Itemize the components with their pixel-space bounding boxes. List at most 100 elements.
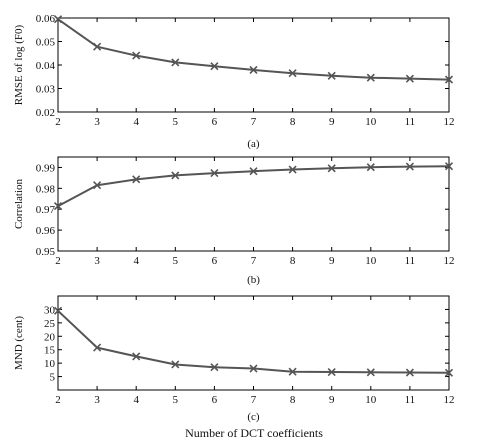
data-point bbox=[366, 73, 375, 82]
data-point-stroke bbox=[366, 73, 375, 82]
x-tick-label: 3 bbox=[94, 255, 100, 267]
data-point bbox=[249, 167, 258, 176]
x-tick-label: 7 bbox=[251, 255, 257, 267]
data-point bbox=[210, 363, 219, 372]
data-point-stroke bbox=[132, 175, 141, 184]
x-tick-label: 7 bbox=[251, 116, 257, 128]
data-point bbox=[210, 169, 219, 178]
data-point bbox=[366, 368, 375, 377]
data-point bbox=[444, 75, 454, 84]
data-point bbox=[132, 352, 141, 361]
data-point-stroke bbox=[171, 360, 180, 369]
data-point-stroke bbox=[93, 42, 102, 51]
data-point-stroke bbox=[132, 352, 141, 361]
x-tick-label: 11 bbox=[405, 116, 416, 128]
data-point bbox=[132, 51, 141, 60]
data-point bbox=[53, 306, 63, 315]
data-point-stroke bbox=[249, 167, 258, 176]
data-point bbox=[405, 74, 414, 83]
x-tick-label: 9 bbox=[329, 394, 335, 406]
y-tick-label: 10 bbox=[44, 358, 56, 370]
y-tick-label: 0.97 bbox=[36, 204, 56, 216]
data-point-stroke bbox=[405, 74, 414, 83]
y-tick-label: 0.95 bbox=[36, 246, 56, 258]
data-point bbox=[288, 367, 297, 376]
x-tick-label: 10 bbox=[365, 394, 377, 406]
x-tick-label: 4 bbox=[133, 116, 139, 128]
data-point-stroke bbox=[405, 368, 414, 377]
x-tick-label: 6 bbox=[212, 116, 218, 128]
data-point bbox=[405, 162, 414, 171]
series-line bbox=[57, 310, 450, 374]
plot-frame bbox=[57, 17, 450, 113]
data-point bbox=[53, 15, 63, 24]
data-point bbox=[366, 163, 375, 172]
data-point-stroke bbox=[288, 165, 297, 174]
data-point bbox=[53, 202, 63, 211]
x-tick-label: 5 bbox=[173, 255, 179, 267]
data-point-stroke bbox=[327, 164, 336, 173]
x-tick-label: 2 bbox=[55, 394, 61, 406]
x-tick-label: 9 bbox=[329, 255, 335, 267]
y-tick-label: 5 bbox=[50, 372, 56, 384]
x-tick-label: 12 bbox=[444, 116, 455, 128]
data-point bbox=[93, 343, 102, 352]
data-point-stroke bbox=[93, 181, 102, 190]
data-point-stroke bbox=[405, 162, 414, 171]
plot-frame bbox=[57, 295, 450, 391]
data-point-stroke bbox=[210, 62, 219, 71]
x-tick-label: 6 bbox=[212, 255, 218, 267]
data-point bbox=[132, 175, 141, 184]
x-tick-label: 2 bbox=[55, 255, 61, 267]
data-point bbox=[327, 71, 336, 80]
x-tick-label: 10 bbox=[365, 116, 377, 128]
data-point-stroke bbox=[249, 364, 258, 373]
data-point-stroke bbox=[53, 15, 63, 24]
data-point-stroke bbox=[444, 75, 454, 84]
subplot-2: 2 3 4 5 6 7 8 9 10 11 12 0.95 0.96 0.97 0.98 0.99 Correl… bbox=[13, 156, 455, 286]
data-point-stroke bbox=[288, 69, 297, 78]
data-point-stroke bbox=[366, 163, 375, 172]
data-point bbox=[444, 368, 454, 377]
x-tick-label: 3 bbox=[94, 116, 100, 128]
y-tick-label: 0.98 bbox=[36, 183, 56, 195]
x-tick-label: 6 bbox=[212, 394, 218, 406]
y-tick-label: 30 bbox=[44, 304, 56, 316]
data-point-stroke bbox=[444, 162, 454, 171]
data-point bbox=[93, 181, 102, 190]
data-point bbox=[405, 368, 414, 377]
subplot-caption: (a) bbox=[247, 138, 260, 150]
data-point-stroke bbox=[249, 65, 258, 75]
x-tick-label: 5 bbox=[173, 394, 179, 406]
y-axis-label: Correlation bbox=[13, 178, 25, 229]
x-tick-label: 5 bbox=[173, 116, 179, 128]
data-point bbox=[171, 360, 180, 369]
data-point-stroke bbox=[210, 169, 219, 178]
y-tick-label: 20 bbox=[44, 331, 56, 343]
y-tick-label: 0.06 bbox=[36, 13, 56, 25]
y-tick-label: 0.96 bbox=[36, 225, 56, 237]
data-point-stroke bbox=[327, 71, 336, 80]
x-tick-label: 11 bbox=[405, 394, 416, 406]
x-tick-label: 9 bbox=[329, 116, 335, 128]
y-tick-label: 0.05 bbox=[36, 37, 56, 49]
plots: 2 3 4 5 6 7 8 9 10 11 12 0.02 0.03 0.04 0.05 0.06 RMSE o… bbox=[13, 13, 455, 423]
y-tick-label: 0.99 bbox=[36, 162, 56, 174]
data-point-stroke bbox=[171, 58, 180, 67]
x-tick-label: 11 bbox=[405, 255, 416, 267]
y-tick-label: 0.04 bbox=[36, 60, 56, 72]
y-tick-label: 15 bbox=[44, 345, 56, 357]
subplot-caption: (b) bbox=[247, 274, 260, 286]
y-tick-label: 25 bbox=[44, 318, 56, 330]
y-tick-label: 0.02 bbox=[36, 107, 55, 119]
data-point bbox=[171, 58, 180, 67]
x-tick-label: 2 bbox=[55, 116, 61, 128]
y-axis-label: RMSE of log (F0) bbox=[13, 24, 25, 105]
data-point-stroke bbox=[53, 202, 63, 211]
data-point bbox=[249, 364, 258, 373]
data-point-stroke bbox=[288, 367, 297, 376]
data-point-stroke bbox=[132, 51, 141, 60]
x-tick-label: 3 bbox=[94, 394, 100, 406]
